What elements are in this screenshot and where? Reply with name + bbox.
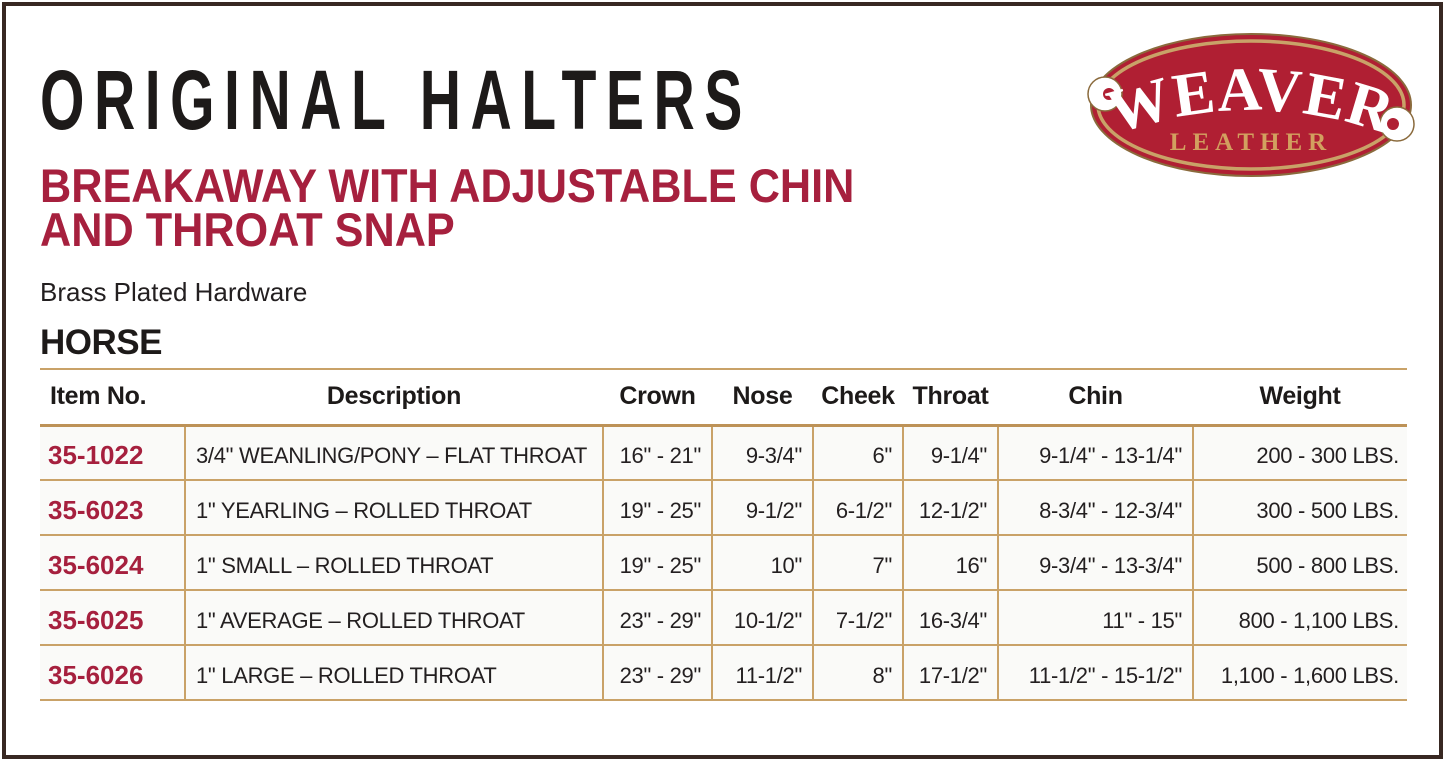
chin-cell: 11-1/2" - 15-1/2" (997, 645, 1193, 701)
throat-cell: 9-1/4" (902, 425, 998, 481)
col-header-item-no: Item No. (40, 369, 185, 427)
throat-cell: 12-1/2" (902, 480, 998, 536)
item-no-cell: 35-1022 (40, 425, 185, 481)
content-area: ORIGINAL HALTERS BREAKAWAY WITH ADJUSTAB… (6, 6, 1439, 701)
col-header-nose: Nose (712, 369, 813, 427)
throat-cell: 16-3/4" (902, 590, 998, 646)
table-row: 35-6023 1" YEARLING – ROLLED THROAT 19" … (40, 480, 1407, 536)
throat-cell: 17-1/2" (902, 645, 998, 701)
item-no-cell: 35-6025 (40, 590, 185, 646)
hardware-note: Brass Plated Hardware (40, 277, 308, 307)
item-no-cell: 35-6023 (40, 480, 185, 536)
col-header-chin: Chin (998, 369, 1193, 427)
description-cell: 1" LARGE – ROLLED THROAT (184, 645, 603, 701)
cheek-cell: 7-1/2" (812, 590, 903, 646)
crown-cell: 23" - 29" (602, 590, 712, 646)
table-row: 35-6026 1" LARGE – ROLLED THROAT 23" - 2… (40, 645, 1407, 701)
nose-cell: 10-1/2" (711, 590, 813, 646)
col-header-cheek: Cheek (813, 369, 903, 427)
weight-cell: 300 - 500 LBS. (1192, 480, 1407, 536)
col-header-weight: Weight (1193, 369, 1407, 427)
nose-cell: 9-1/2" (711, 480, 813, 536)
chin-cell: 8-3/4" - 12-3/4" (997, 480, 1193, 536)
cheek-cell: 7" (812, 535, 903, 591)
crown-cell: 19" - 25" (602, 535, 712, 591)
subtitle-line-1: BREAKAWAY WITH ADJUSTABLE CHIN (40, 159, 855, 212)
nose-cell: 10" (711, 535, 813, 591)
spec-table-header-row: Item No. Description Crown Nose Cheek Th… (40, 369, 1407, 427)
product-subtitle: BREAKAWAY WITH ADJUSTABLE CHIN AND THROA… (40, 159, 1327, 256)
cheek-cell: 8" (812, 645, 903, 701)
subtitle-line-2: AND THROAT SNAP (40, 203, 455, 256)
logo-sub-brand-text: LEATHER (1170, 129, 1332, 156)
item-no-cell: 35-6026 (40, 645, 185, 701)
throat-cell: 16" (902, 535, 998, 591)
nose-cell: 9-3/4" (711, 425, 813, 481)
chin-cell: 11" - 15" (997, 590, 1193, 646)
section-heading-horse: HORSE (40, 323, 162, 362)
description-cell: 1" SMALL – ROLLED THROAT (184, 535, 603, 591)
description-cell: 1" AVERAGE – ROLLED THROAT (184, 590, 603, 646)
weight-cell: 800 - 1,100 LBS. (1192, 590, 1407, 646)
chin-cell: 9-3/4" - 13-3/4" (997, 535, 1193, 591)
description-cell: 1" YEARLING – ROLLED THROAT (184, 480, 603, 536)
description-cell: 3/4" WEANLING/PONY – FLAT THROAT (184, 425, 603, 481)
spec-table-body: 35-1022 3/4" WEANLING/PONY – FLAT THROAT… (40, 425, 1407, 701)
cheek-cell: 6-1/2" (812, 480, 903, 536)
crown-cell: 23" - 29" (602, 645, 712, 701)
col-header-description: Description (185, 369, 603, 427)
col-header-crown: Crown (603, 369, 712, 427)
col-header-throat: Throat (903, 369, 998, 427)
cheek-cell: 6" (812, 425, 903, 481)
table-row: 35-6024 1" SMALL – ROLLED THROAT 19" - 2… (40, 535, 1407, 591)
weaver-leather-logo: WEAVER LEATHER (1082, 28, 1420, 186)
weight-cell: 500 - 800 LBS. (1192, 535, 1407, 591)
weight-cell: 200 - 300 LBS. (1192, 425, 1407, 481)
table-row: 35-1022 3/4" WEANLING/PONY – FLAT THROAT… (40, 425, 1407, 481)
page-title: ORIGINAL HALTERS (40, 53, 752, 147)
weight-cell: 1,100 - 1,600 LBS. (1192, 645, 1407, 701)
spec-table: Item No. Description Crown Nose Cheek Th… (40, 368, 1407, 701)
chin-cell: 9-1/4" - 13-1/4" (997, 425, 1193, 481)
logo-oval-outer (1090, 33, 1412, 177)
table-row: 35-6025 1" AVERAGE – ROLLED THROAT 23" -… (40, 590, 1407, 646)
crown-cell: 16" - 21" (602, 425, 712, 481)
crown-cell: 19" - 25" (602, 480, 712, 536)
item-no-cell: 35-6024 (40, 535, 185, 591)
nose-cell: 11-1/2" (711, 645, 813, 701)
